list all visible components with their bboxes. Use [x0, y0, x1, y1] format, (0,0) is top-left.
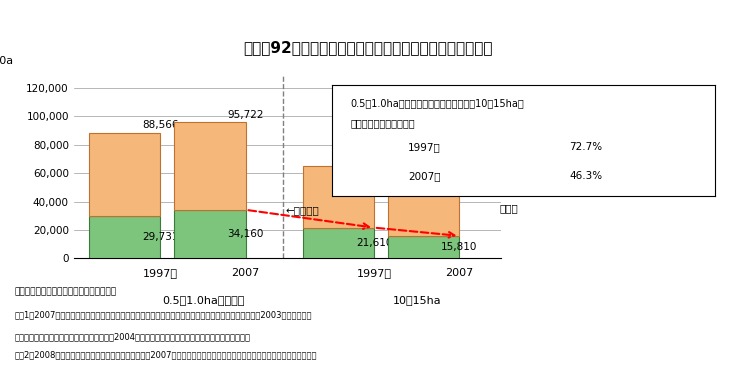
Bar	[303, 228, 374, 258]
Text: 円／10a: 円／10a	[0, 55, 14, 65]
Bar	[175, 123, 245, 210]
Text: 29,731: 29,731	[142, 232, 178, 242]
Text: 64,940: 64,940	[356, 154, 392, 164]
Text: 具費として、調査、表章していたが、2004年産から自動車費と農機具費を分割して調査、表章: 具費として、調査、表章していたが、2004年産から自動車費と農機具費を分割して調…	[15, 332, 251, 341]
Text: 0.5～1.0ha規模農家: 0.5～1.0ha規模農家	[161, 295, 244, 305]
Text: 模農家の農機具費の割合: 模農家の農機具費の割合	[351, 118, 416, 128]
Text: 物財費: 物財費	[499, 204, 518, 214]
Text: ←農機具費: ←農機具費	[285, 206, 319, 215]
Text: 72.7%: 72.7%	[569, 142, 602, 152]
Text: 10～15ha: 10～15ha	[392, 295, 441, 305]
Text: 図３－92　米生産費の経営規模別物財費・農機具費の推移: 図３－92 米生産費の経営規模別物財費・農機具費の推移	[244, 41, 493, 55]
Text: 21,610: 21,610	[356, 238, 392, 248]
Bar	[175, 210, 245, 258]
Bar	[303, 166, 374, 228]
Text: 15,810: 15,810	[441, 242, 478, 252]
Bar	[388, 181, 459, 236]
Text: 34,160: 34,160	[228, 229, 264, 239]
Text: 資料：農林水産省「米及び小麦の生産費」: 資料：農林水産省「米及び小麦の生産費」	[15, 288, 117, 297]
Text: 54,308: 54,308	[441, 169, 478, 179]
Text: 95,722: 95,722	[228, 110, 264, 120]
Text: 1997年: 1997年	[408, 142, 441, 152]
Text: 2）2008年産の調査結果は既に公表されているが、2007年度税制改正に伴い、減価償却額の算出方法が変更されたため、: 2）2008年産の調査結果は既に公表されているが、2007年度税制改正に伴い、減…	[15, 351, 317, 359]
Text: 46.3%: 46.3%	[569, 171, 602, 181]
Text: 2007年: 2007年	[408, 171, 441, 181]
Bar	[89, 132, 160, 216]
Text: 88,566: 88,566	[142, 120, 178, 131]
Bar	[89, 216, 160, 258]
Text: 0.5～1.0ha規模農家の農機具費に対する10～15ha規: 0.5～1.0ha規模農家の農機具費に対する10～15ha規	[351, 98, 525, 108]
Text: 注：1）2007年の農機具費については、自動車費と農機具費の合計。自動車費及び農機具費については、2003年産まで農機: 注：1）2007年の農機具費については、自動車費と農機具費の合計。自動車費及び農…	[15, 310, 312, 319]
Bar	[388, 236, 459, 258]
